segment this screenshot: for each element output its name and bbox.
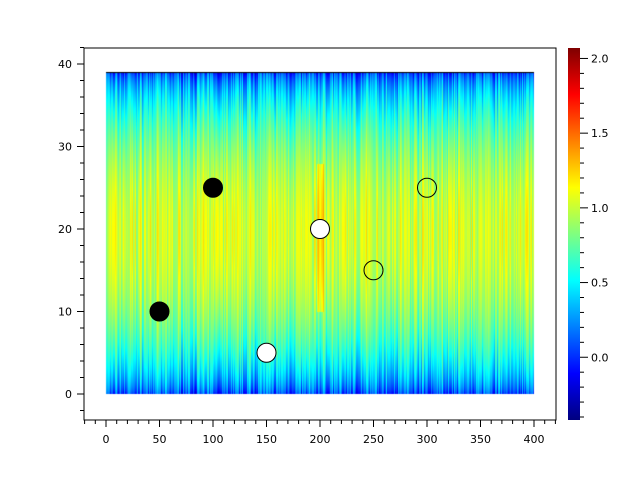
x-axis: 0 50 100 150 200 250 300 350 400: [84, 420, 556, 446]
colorbar-tick-label: 0.5: [591, 277, 609, 290]
markers: [149, 177, 437, 363]
marker-point: [203, 177, 223, 198]
x-tick-label: 350: [470, 433, 491, 446]
colorbar-axis: 0.0 0.5 1.0 1.5 2.0: [580, 52, 609, 418]
colorbar-tick-label: 2.0: [591, 52, 609, 65]
x-tick-label: 300: [417, 433, 438, 446]
x-tick-label: 100: [203, 433, 224, 446]
marker-point: [256, 342, 277, 363]
x-tick-label: 150: [256, 433, 277, 446]
marker-point: [149, 301, 170, 322]
y-axis: 0 10 20 30 40: [58, 47, 84, 411]
colorbar-tick-label: 1.5: [591, 127, 609, 140]
x-tick-label: 200: [310, 433, 331, 446]
y-tick-label: 30: [58, 141, 72, 154]
y-tick-label: 10: [58, 306, 72, 319]
x-tick-label: 0: [103, 433, 110, 446]
colorbar-tick-label: 1.0: [591, 202, 609, 215]
colorbar-tick-label: 0.0: [591, 351, 609, 364]
colorbar: [568, 48, 580, 420]
y-tick-label: 20: [58, 223, 72, 236]
x-tick-label: 400: [524, 433, 545, 446]
marker-point: [310, 219, 330, 239]
x-tick-label: 50: [153, 433, 167, 446]
x-tick-label: 250: [363, 433, 384, 446]
marker-point: [363, 260, 384, 281]
y-tick-label: 40: [58, 58, 72, 71]
y-tick-label: 0: [65, 388, 72, 401]
marker-point: [417, 177, 437, 198]
